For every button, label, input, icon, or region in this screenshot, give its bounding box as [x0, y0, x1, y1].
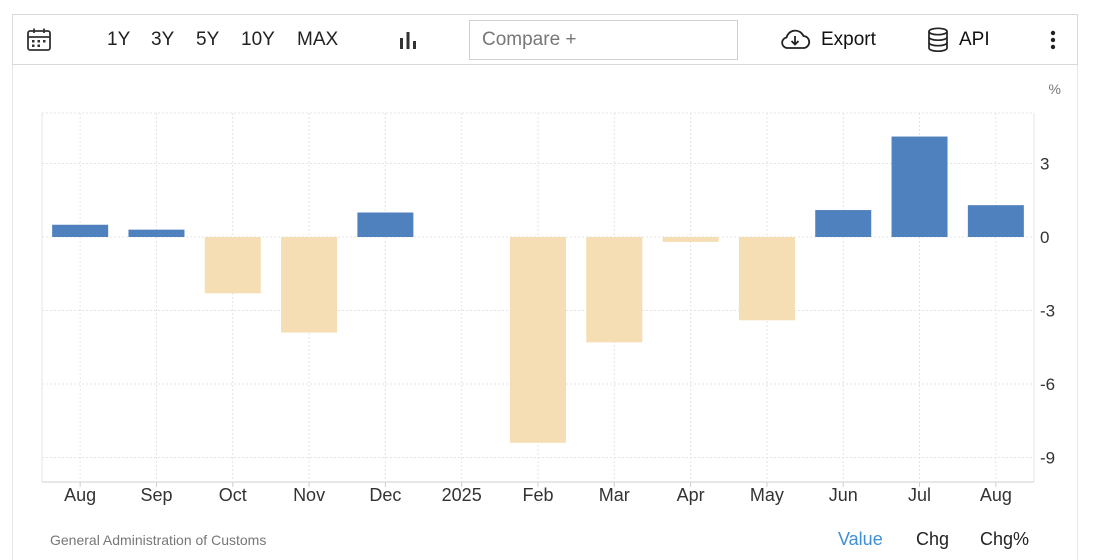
bar-chart-type-icon[interactable]: [397, 15, 419, 64]
range-10y-button[interactable]: 10Y: [241, 28, 275, 50]
tab-value[interactable]: Value: [838, 529, 883, 549]
x-tick-label: 2025: [442, 485, 482, 505]
range-3y-button[interactable]: 3Y: [151, 28, 175, 50]
bar-sep-1[interactable]: [128, 229, 185, 237]
tab-chg[interactable]: Chg: [916, 529, 950, 549]
bar-mar-7[interactable]: [586, 237, 643, 343]
bar-apr-8[interactable]: [662, 237, 719, 242]
x-tick-label: Nov: [293, 485, 325, 505]
database-icon: [928, 26, 948, 52]
x-tick-label: Sep: [140, 485, 172, 505]
api-label: API: [959, 28, 990, 50]
cloud-download-icon: [781, 29, 811, 49]
chart-panel: [12, 65, 1078, 560]
y-axis-unit-label: %: [1049, 81, 1061, 97]
x-tick-label: Feb: [522, 485, 553, 505]
bar-dec-4[interactable]: [357, 212, 414, 238]
x-tick-label: Jun: [829, 485, 858, 505]
range-1y-button[interactable]: 1Y: [107, 28, 131, 50]
x-axis-ticks: Aug Sep Oct Nov Dec 2025 Feb Mar Apr May Jun Jul Aug: [64, 485, 1012, 505]
chart-bars: [52, 136, 1024, 443]
api-button[interactable]: API: [927, 15, 990, 64]
y-tick-label: -6: [1040, 375, 1055, 394]
export-button[interactable]: Export: [779, 15, 876, 64]
x-tick-label: Jul: [908, 485, 931, 505]
x-tick-label: Oct: [219, 485, 247, 505]
bar-aug-12[interactable]: [967, 205, 1024, 237]
calendar-icon[interactable]: [26, 15, 52, 64]
chart-toolbar: 1Y 3Y 5Y 10Y MAX Compare + Export API: [12, 14, 1078, 65]
bar-aug-0[interactable]: [52, 224, 109, 237]
y-tick-label: -9: [1040, 449, 1055, 468]
range-max-button[interactable]: MAX: [297, 28, 339, 50]
bar-may-9[interactable]: [738, 237, 795, 321]
x-tick-label: Dec: [369, 485, 401, 505]
bar-nov-3[interactable]: [281, 237, 338, 333]
x-tick-label: Mar: [599, 485, 630, 505]
y-tick-label: 3: [1040, 155, 1049, 174]
tab-chg-percent[interactable]: Chg%: [980, 529, 1030, 549]
data-source-label: General Administration of Customs: [50, 532, 267, 548]
y-axis-ticks: 3 0 -3 -6 -9: [1040, 155, 1055, 468]
bar-jul-11[interactable]: [891, 136, 948, 237]
x-tick-label: May: [750, 485, 784, 505]
x-tick-label: Aug: [980, 485, 1012, 505]
bar-oct-2[interactable]: [204, 237, 261, 294]
y-tick-label: -3: [1040, 302, 1055, 321]
x-tick-label: Apr: [677, 485, 705, 505]
range-5y-button[interactable]: 5Y: [196, 28, 220, 50]
x-tick-label: Aug: [64, 485, 96, 505]
compare-input[interactable]: Compare +: [469, 20, 738, 60]
bar-feb-6[interactable]: [510, 237, 566, 443]
bar-jun-10[interactable]: [815, 210, 872, 237]
export-label: Export: [821, 28, 876, 50]
y-tick-label: 0: [1040, 228, 1049, 247]
more-options-icon[interactable]: [1049, 15, 1057, 64]
